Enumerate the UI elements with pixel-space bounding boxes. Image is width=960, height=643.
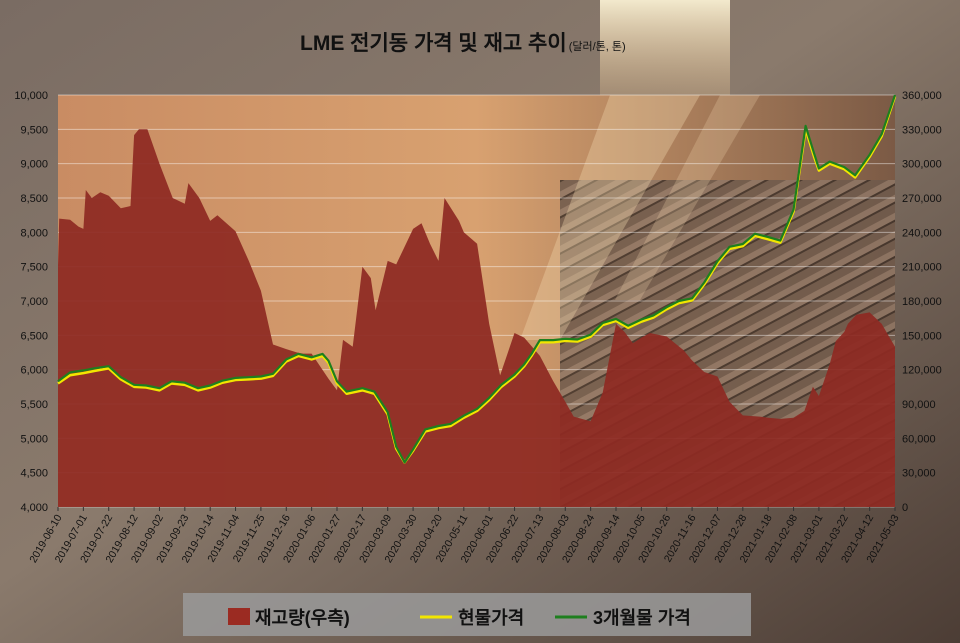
y-left-axis: 4,000 4,500 5,000 5,500 6,000 6,500 7,000 7,500… — [14, 90, 48, 514]
y-right-tick-label: 360,000 — [902, 90, 942, 102]
y-left-tick-label: 9,500 — [20, 124, 48, 136]
legend: 재고량(우측) 현물가격 3개월물 가격 — [183, 593, 751, 636]
y-left-tick-label: 7,000 — [20, 296, 48, 308]
three-month-price-line — [57, 94, 897, 464]
y-left-tick-label: 5,500 — [20, 399, 48, 411]
y-right-tick-label: 150,000 — [902, 330, 942, 342]
legend-box — [183, 593, 751, 636]
y-left-tick-label: 5,000 — [20, 433, 48, 445]
y-left-tick-label: 8,000 — [20, 227, 48, 239]
svg-text:LME 전기동 가격 및 재고 추이(달러/톤, 톤): LME 전기동 가격 및 재고 추이 (달러/톤, 톤) — [300, 32, 626, 55]
legend-label: 재고량(우측) — [255, 608, 350, 628]
y-right-axis: 0 30,000 60,000 90,000 120,000 150,000 180,000… — [902, 90, 942, 514]
y-right-tick-label: 60,000 — [902, 433, 936, 445]
y-left-tick-label: 4,500 — [20, 468, 48, 480]
y-left-tick-label: 6,000 — [20, 365, 48, 377]
y-right-tick-label: 240,000 — [902, 227, 942, 239]
y-right-tick-label: 300,000 — [902, 159, 942, 171]
y-left-tick-label: 6,500 — [20, 330, 48, 342]
y-right-tick-label: 30,000 — [902, 468, 936, 480]
chart-title-units: (달러/톤, 톤) — [569, 40, 626, 53]
y-left-tick-label: 10,000 — [14, 90, 48, 102]
spot-price-line — [57, 95, 897, 464]
y-left-tick-label: 7,500 — [20, 262, 48, 274]
y-right-tick-label: 180,000 — [902, 296, 942, 308]
legend-swatch-inventory — [228, 608, 250, 625]
chart-title: LME 전기동 가격 및 재고 추이 — [300, 32, 567, 55]
y-right-tick-label: 0 — [902, 502, 908, 514]
y-right-tick-label: 330,000 — [902, 124, 942, 136]
inventory-area — [58, 129, 895, 508]
y-left-tick-label: 4,000 — [20, 502, 48, 514]
y-left-tick-label: 8,500 — [20, 193, 48, 205]
legend-label: 현물가격 — [458, 608, 524, 628]
price-line-layer — [57, 94, 897, 464]
y-right-tick-label: 90,000 — [902, 399, 936, 411]
y-right-tick-label: 120,000 — [902, 365, 942, 377]
y-right-tick-label: 210,000 — [902, 262, 942, 274]
y-right-tick-label: 270,000 — [902, 193, 942, 205]
legend-label: 3개월물 가격 — [593, 608, 691, 628]
y-left-tick-label: 9,000 — [20, 159, 48, 171]
inventory-area-layer — [58, 129, 895, 508]
